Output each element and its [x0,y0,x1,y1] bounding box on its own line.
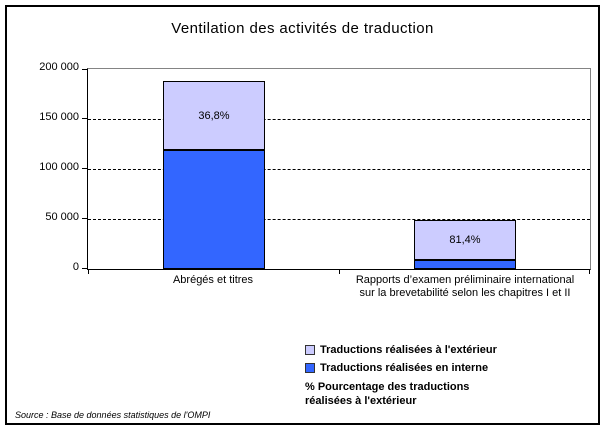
legend-item-interne: Traductions réalisées en interne [305,362,597,374]
y-axis-tick-label: 200 000 [39,61,79,73]
percent-label: 81,4% [449,234,481,246]
y-axis-tick [82,69,88,70]
y-axis-labels: 0 50 000 100 000 150 000 200 000 [7,61,80,273]
x-axis-tick [88,269,89,274]
gridline [88,219,590,220]
legend-swatch-interne-icon [305,363,315,373]
legend-label-exterieur: Traductions réalisées à l'extérieur [320,344,497,356]
x-axis-category-labels: Abrégés et titres Rapports d’examen préli… [87,274,591,300]
y-axis-tick [82,218,88,219]
legend-label-interne: Traductions réalisées en interne [320,362,489,374]
category-label-text: Rapports d’examen préliminaire internati… [355,274,575,299]
y-axis-tick-label: 0 [72,261,79,273]
plot-area: 36,8% 81,4% [82,68,591,274]
category-label: Abrégés et titres [87,274,339,300]
legend-note-percentage: % Pourcentage des traductions réalisées … [305,381,470,407]
percent-label: 36,8% [198,109,230,122]
legend: Traductions réalisées à l'extérieur Trad… [305,344,597,408]
stacked-bar: 36,8% [163,81,265,269]
bar-segment-interne [163,150,265,269]
source-note: Source : Base de données statistiques de… [15,410,211,420]
gridline [88,119,590,120]
gridline [88,169,590,170]
y-axis-tick-label: 100 000 [39,161,79,173]
category-label-text: Abrégés et titres [172,274,254,286]
y-axis-tick [82,268,88,269]
bar-segment-exterieur: 36,8% [163,81,265,150]
category-label: Rapports d’examen préliminaire internati… [339,274,591,300]
stacked-bar: 81,4% [414,220,516,269]
legend-swatch-exterieur-icon [305,345,315,355]
bar-segment-interne [414,260,516,269]
x-axis-tick [339,269,340,274]
y-axis-tick-label: 50 000 [45,211,79,223]
y-axis-tick [82,118,88,119]
y-axis-tick [82,168,88,169]
chart-frame: Ventilation des activités de traduction … [5,5,600,425]
x-axis-tick [589,269,590,274]
bar-segment-exterieur: 81,4% [414,220,516,260]
legend-item-exterieur: Traductions réalisées à l'extérieur [305,344,597,356]
y-axis-tick-label: 150 000 [39,111,79,123]
chart-title: Ventilation des activités de traduction [171,20,434,37]
